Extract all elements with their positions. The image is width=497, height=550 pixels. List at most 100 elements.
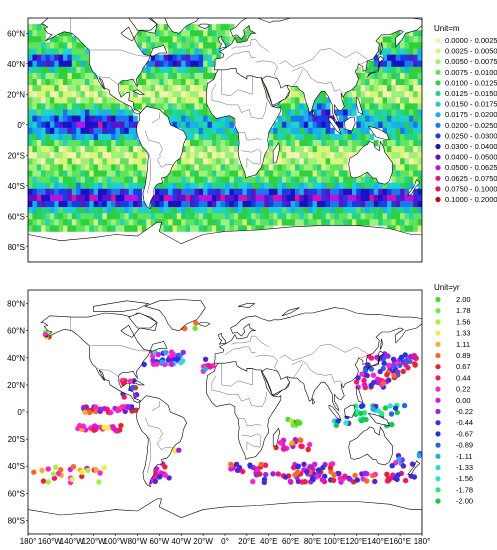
amplitude-cell: [58, 103, 64, 110]
amplitude-cell: [124, 152, 129, 159]
amplitude-cell: [28, 79, 33, 86]
trend-station-dot: [342, 473, 348, 479]
amplitude-cell: [84, 213, 90, 220]
amplitude-cell: [181, 201, 186, 208]
amplitude-cell: [408, 30, 414, 37]
amplitude-cell: [316, 194, 322, 202]
amplitude-cell: [150, 60, 156, 68]
bottom-country-border: [224, 346, 256, 356]
trend-legend-label: -1.56: [456, 474, 473, 483]
amplitude-cell: [49, 164, 55, 171]
amplitude-cell: [49, 219, 55, 226]
amplitude-cell: [54, 158, 59, 165]
amplitude-cell: [225, 213, 230, 220]
trend-station-dot: [384, 372, 390, 378]
amplitude-cell: [198, 48, 204, 55]
amplitude-cell: [400, 188, 405, 196]
amplitude-cell: [172, 121, 178, 129]
amplitude-cell: [67, 60, 73, 68]
amplitude-cell: [198, 42, 204, 49]
amplitude-cell: [360, 103, 366, 110]
amplitude-cell: [150, 72, 156, 80]
amplitude-cell: [325, 170, 331, 177]
amplitude-cell: [338, 213, 344, 220]
amplitude-cell: [211, 225, 217, 232]
amplitude-cell: [330, 176, 335, 183]
amplitude-cell: [111, 121, 116, 129]
amplitude-cell: [28, 48, 33, 55]
bottom-borneo-landmass: [343, 404, 356, 418]
amplitude-cell: [203, 103, 208, 110]
amplitude-cell: [185, 219, 191, 226]
amplitude-cell: [63, 66, 68, 74]
trend-station-dot: [290, 422, 296, 428]
amplitude-legend-swatch: [435, 80, 441, 86]
amplitude-cell: [356, 72, 361, 80]
amplitude-cell: [163, 188, 169, 196]
amplitude-cell: [150, 194, 156, 202]
amplitude-cell: [207, 115, 213, 122]
amplitude-cell: [76, 170, 81, 177]
amplitude-cell: [400, 170, 405, 177]
amplitude-cell: [190, 182, 195, 190]
amplitude-cell: [365, 91, 370, 98]
amplitude-cell: [185, 91, 191, 98]
amplitude-cell: [408, 79, 414, 86]
amplitude-cell: [356, 140, 361, 147]
top-cuba-landmass: [132, 89, 145, 95]
amplitude-cell: [229, 225, 235, 232]
amplitude-cell: [119, 164, 125, 171]
amplitude-cell: [98, 182, 103, 190]
amplitude-cell: [277, 146, 283, 153]
amplitude-cell: [185, 66, 191, 74]
trend-station-dot: [394, 369, 401, 375]
amplitude-cell: [58, 146, 64, 153]
amplitude-cell: [281, 176, 287, 183]
amplitude-cell: [220, 176, 226, 183]
amplitude-cell: [387, 115, 392, 122]
amplitude-cell: [102, 213, 108, 220]
amplitude-cell: [80, 72, 86, 80]
amplitude-cell: [198, 164, 204, 171]
amplitude-cell: [408, 97, 414, 104]
amplitude-cell: [67, 170, 73, 177]
amplitude-cell: [84, 140, 90, 147]
amplitude-cell: [176, 188, 182, 196]
amplitude-cell: [273, 170, 278, 177]
amplitude-cell: [176, 54, 182, 61]
amplitude-cell: [58, 225, 64, 232]
amplitude-cell: [378, 201, 383, 208]
amplitude-cell: [163, 182, 169, 190]
amplitude-cell: [28, 72, 33, 80]
amplitude-cell: [225, 133, 230, 141]
trend-station-dot: [253, 472, 260, 478]
amplitude-cell: [325, 133, 331, 141]
amplitude-cell: [93, 219, 99, 226]
amplitude-cell: [316, 109, 322, 116]
amplitude-cell: [360, 97, 366, 104]
amplitude-cell: [45, 207, 51, 214]
amplitude-cell: [76, 127, 81, 135]
trend-station-dot: [178, 359, 184, 366]
trend-station-dot: [157, 474, 163, 480]
amplitude-cell: [84, 54, 90, 61]
amplitude-cell: [290, 85, 296, 92]
amplitude-cell: [150, 213, 156, 220]
trend-station-dot: [372, 478, 378, 485]
amplitude-cell: [365, 219, 370, 226]
amplitude-cell: [316, 121, 322, 129]
trend-station-dot: [297, 437, 303, 443]
top-country-border: [360, 60, 368, 64]
amplitude-cell: [277, 121, 283, 129]
amplitude-cell: [395, 79, 401, 86]
amplitude-cell: [413, 140, 418, 147]
top-country-border: [211, 83, 267, 119]
amplitude-cell: [80, 219, 86, 226]
amplitude-cell: [347, 213, 353, 220]
amplitude-cell: [194, 24, 200, 31]
amplitude-cell: [137, 79, 143, 86]
amplitude-cell: [168, 207, 173, 214]
trend-legend-label: 2.00: [456, 295, 471, 304]
amplitude-cell: [198, 103, 204, 110]
amplitude-cell: [413, 188, 418, 196]
